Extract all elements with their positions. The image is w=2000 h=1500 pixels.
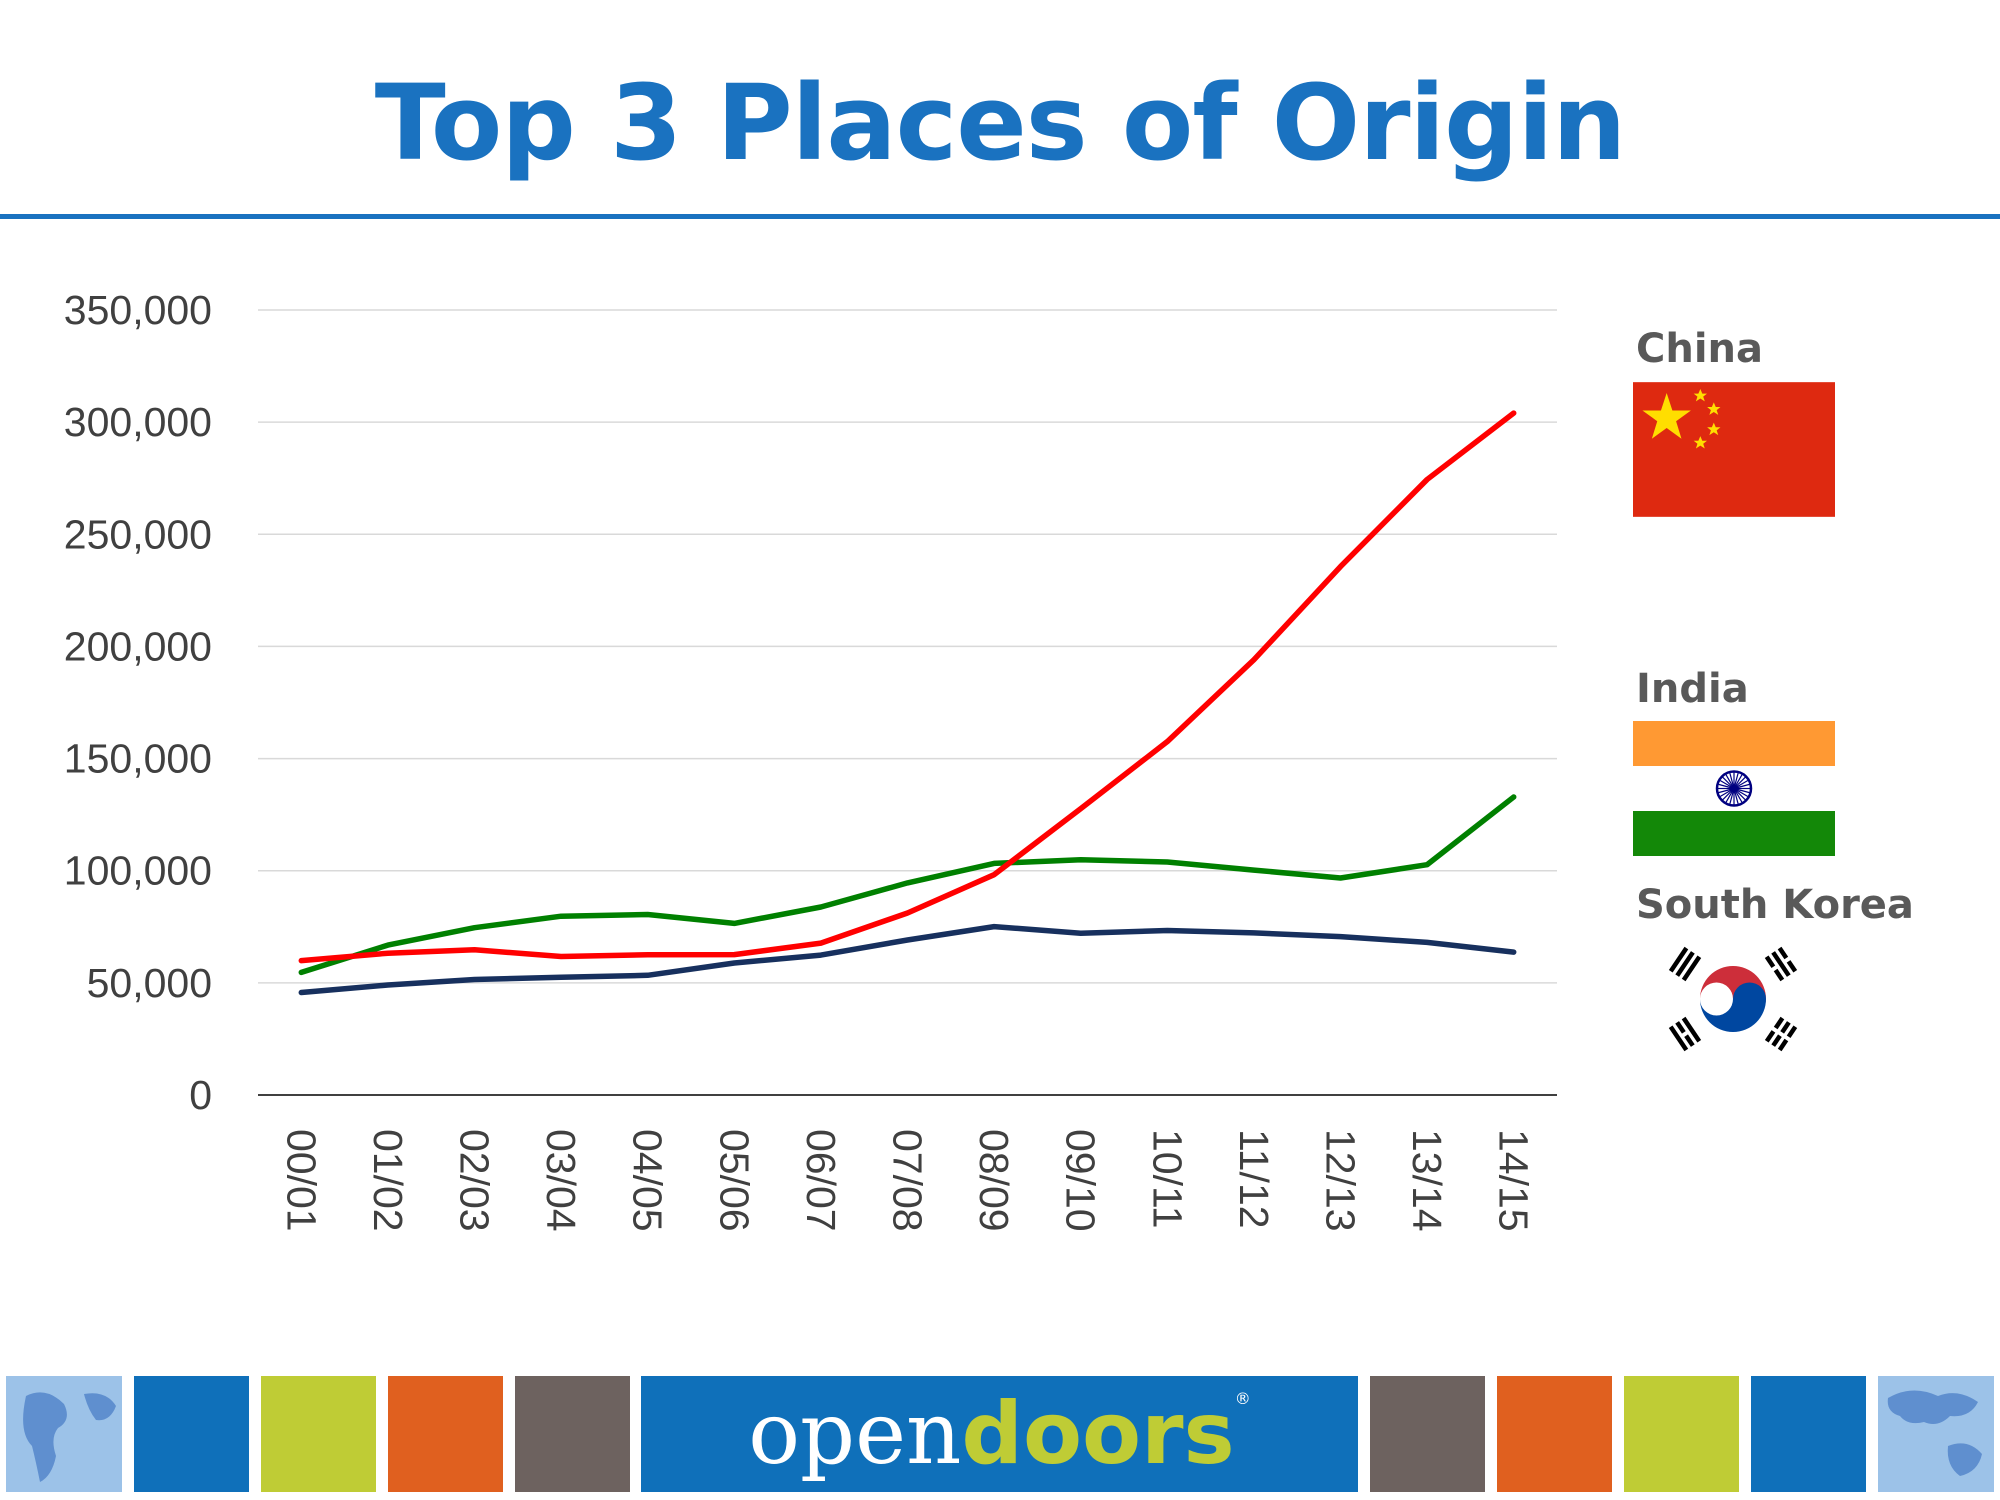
line-chart: 0 50,000 100,000 150,000 200,000 250,000 300,0… [64, 287, 1557, 1232]
registered-mark: ® [1234, 1389, 1251, 1408]
x-tick-label: 14/15 [1491, 1129, 1537, 1232]
chakra-spoke [1733, 774, 1743, 789]
footer-block [1751, 1376, 1866, 1492]
world-map-icon [1878, 1376, 1994, 1492]
chakra-spoke [1733, 788, 1739, 805]
x-tick-label: 08/09 [971, 1129, 1017, 1232]
page-title: Top 3 Places of Origin [374, 62, 1627, 184]
footer-block-world-map [6, 1376, 122, 1492]
footer-block [515, 1376, 630, 1492]
series-lines [298, 410, 1517, 996]
title-divider [0, 214, 2000, 219]
chakra-spoke [1733, 788, 1746, 801]
chakra-spoke [1733, 772, 1739, 789]
x-tick-label: 02/03 [452, 1129, 498, 1232]
footer-block [134, 1376, 249, 1492]
chakra-spoke [1733, 788, 1743, 803]
legend-label-china: China [1636, 326, 1764, 372]
x-axis-ticks: 00/01 01/02 02/03 03/04 04/05 05/06 06/07 07/08… [278, 1129, 1536, 1232]
chakra-spoke [1733, 787, 1749, 798]
x-tick-label: 12/13 [1318, 1129, 1364, 1232]
series-line-china [298, 410, 1517, 964]
series-line-india [298, 794, 1517, 976]
x-tick-label: 13/14 [1404, 1129, 1450, 1232]
chakra-spoke [1729, 788, 1735, 805]
chakra-spoke [1733, 787, 1750, 794]
x-tick-label: 06/07 [798, 1129, 844, 1232]
chakra-spoke [1722, 776, 1735, 789]
footer-block [261, 1376, 376, 1492]
x-tick-label: 03/04 [538, 1129, 584, 1232]
chakra-spoke [1725, 774, 1735, 789]
x-tick-label: 10/11 [1144, 1129, 1190, 1229]
x-tick-label: 09/10 [1058, 1129, 1104, 1232]
y-tick-label: 200,000 [64, 623, 212, 669]
y-axis-ticks: 0 50,000 100,000 150,000 200,000 250,000 300,0… [64, 287, 212, 1118]
y-tick-label: 50,000 [87, 960, 212, 1006]
footer-block [1624, 1376, 1739, 1492]
footer-block [388, 1376, 503, 1492]
x-tick-label: 00/01 [278, 1129, 324, 1232]
china-flag [1633, 382, 1835, 517]
legend-label-india: India [1636, 666, 1749, 712]
x-tick-label: 05/06 [711, 1129, 757, 1232]
logo-text-open: open [748, 1384, 962, 1484]
y-tick-label: 250,000 [64, 511, 212, 557]
y-tick-label: 0 [189, 1072, 212, 1118]
x-tick-label: 11/12 [1231, 1129, 1277, 1229]
y-tick-label: 100,000 [64, 848, 212, 894]
y-tick-label: 350,000 [64, 287, 212, 333]
chakra-spoke [1722, 788, 1735, 801]
logo-text-doors: doors [961, 1384, 1235, 1484]
chakra-spoke [1729, 772, 1735, 789]
chakra-spoke [1719, 787, 1735, 798]
chakra-spoke [1718, 783, 1735, 790]
footer-block [1370, 1376, 1485, 1492]
footer-block-world-map [1878, 1376, 1994, 1492]
chakra-spoke [1733, 779, 1749, 790]
footer-banner: opendoors® [0, 1376, 2000, 1492]
y-tick-label: 300,000 [64, 399, 212, 445]
series-line-south-korea [298, 923, 1517, 996]
x-tick-label: 04/05 [625, 1129, 671, 1232]
india-flag [1633, 721, 1835, 856]
chakra-spoke [1733, 783, 1750, 790]
gridlines [258, 309, 1557, 1096]
legend-label-south-korea: South Korea [1636, 882, 1914, 928]
south-korea-flag [1658, 939, 1808, 1059]
y-tick-label: 150,000 [64, 736, 212, 782]
footer-block [1497, 1376, 1612, 1492]
chakra-spoke [1718, 787, 1735, 794]
x-tick-label: 07/08 [885, 1129, 931, 1232]
chakra-spoke [1733, 776, 1746, 789]
chakra-spoke [1719, 779, 1735, 790]
opendoors-logo: opendoors® [641, 1376, 1358, 1492]
world-map-icon [6, 1376, 122, 1492]
x-tick-label: 01/02 [365, 1129, 411, 1232]
chakra-spoke [1725, 788, 1735, 803]
